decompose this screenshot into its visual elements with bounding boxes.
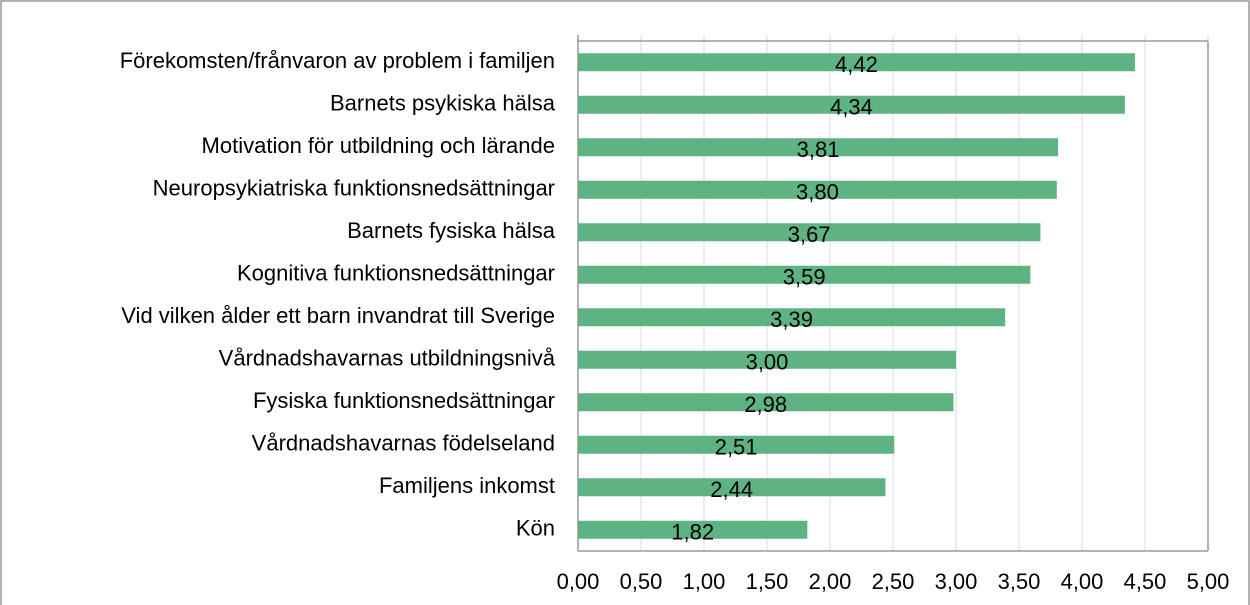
x-tick-label: 4,50 bbox=[1124, 569, 1167, 594]
data-label: 4,42 bbox=[835, 52, 878, 77]
data-label: 3,81 bbox=[797, 137, 840, 162]
bar bbox=[578, 223, 1041, 242]
y-tick-label: Vårdnadshavarnas utbildningsnivå bbox=[219, 346, 556, 371]
x-tick-label: 0,00 bbox=[557, 569, 600, 594]
data-label: 3,80 bbox=[796, 180, 839, 205]
x-tick-label: 2,50 bbox=[872, 569, 915, 594]
y-tick-label: Kognitiva funktionsnedsättningar bbox=[237, 261, 555, 286]
bar bbox=[578, 520, 808, 539]
bar bbox=[578, 265, 1031, 284]
data-label: 3,39 bbox=[770, 307, 813, 332]
data-label: 3,59 bbox=[783, 265, 826, 290]
y-tick-label: Kön bbox=[516, 516, 555, 541]
x-tick-label: 3,00 bbox=[935, 569, 978, 594]
bar bbox=[578, 393, 954, 412]
y-tick-label: Förekomsten/frånvaron av problem i famil… bbox=[120, 48, 555, 73]
y-tick-label: Motivation för utbildning och lärande bbox=[202, 133, 555, 158]
bar bbox=[578, 95, 1125, 114]
y-tick-label: Fysiska funktionsnedsättningar bbox=[253, 388, 555, 413]
data-label: 3,67 bbox=[788, 222, 831, 247]
x-tick-label: 2,00 bbox=[809, 569, 852, 594]
bar bbox=[578, 435, 895, 454]
x-tick-label: 3,50 bbox=[998, 569, 1041, 594]
data-label: 1,82 bbox=[671, 520, 714, 545]
data-label: 2,51 bbox=[715, 435, 758, 460]
x-tick-label: 5,00 bbox=[1187, 569, 1230, 594]
data-label: 2,44 bbox=[710, 477, 753, 502]
y-tick-label: Barnets psykiska hälsa bbox=[330, 91, 556, 116]
data-label: 2,98 bbox=[744, 392, 787, 417]
y-tick-label: Familjens inkomst bbox=[379, 473, 555, 498]
bar bbox=[578, 350, 956, 369]
bar bbox=[578, 308, 1006, 327]
x-tick-label: 1,00 bbox=[683, 569, 726, 594]
y-tick-label: Vid vilken ålder ett barn invandrat till… bbox=[121, 303, 555, 328]
x-tick-label: 4,00 bbox=[1061, 569, 1104, 594]
data-label: 4,34 bbox=[830, 95, 873, 120]
y-tick-label: Barnets fysiska hälsa bbox=[347, 218, 556, 243]
data-label: 3,00 bbox=[746, 350, 789, 375]
bar bbox=[578, 53, 1135, 72]
bar bbox=[578, 478, 886, 497]
x-tick-label: 0,50 bbox=[620, 569, 663, 594]
x-tick-label: 1,50 bbox=[746, 569, 789, 594]
bar bbox=[578, 180, 1057, 199]
y-tick-label: Neuropsykiatriska funktionsnedsättningar bbox=[153, 176, 555, 201]
y-tick-label: Vårdnadshavarnas födelseland bbox=[252, 431, 555, 456]
bar bbox=[578, 138, 1059, 157]
